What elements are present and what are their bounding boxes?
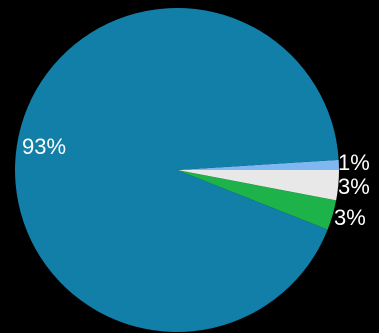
pie-slices xyxy=(14,7,339,332)
pie-slice-label-4: 93% xyxy=(22,134,66,159)
pie-slice-2 xyxy=(177,170,339,201)
pie-slice-4 xyxy=(14,7,339,332)
pie-slice-3 xyxy=(177,170,337,230)
pie-slice-label-1: 1% xyxy=(338,150,370,175)
pie-labels: 1%3%3%93% xyxy=(22,134,370,230)
pie-slice-label-3: 3% xyxy=(334,205,366,230)
pie-slice-label-2: 3% xyxy=(338,174,370,199)
pie-slice-1 xyxy=(177,159,339,170)
